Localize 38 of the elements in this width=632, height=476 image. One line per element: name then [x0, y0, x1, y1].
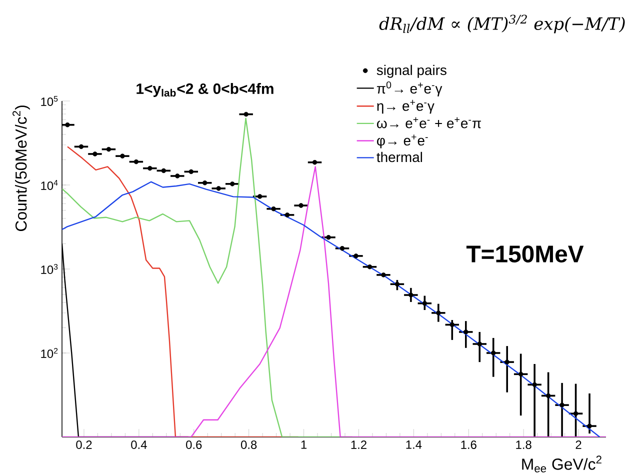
legend-label: thermal [376, 152, 422, 162]
legend-label: π$^{0}$→ e$^{+}$e$^{-}$γ [376, 81, 442, 96]
y-tick-label: 10$^{2}$ [41, 348, 58, 358]
x-axis-title: M$_{ee}$ GeV/c$^{2}$ [522, 456, 602, 472]
point [490, 350, 496, 356]
x-tick-label: 0.6 [186, 440, 202, 449]
y-tick-label: 10$^{3}$ [41, 264, 58, 274]
x-tick-label: 1.8 [516, 440, 532, 449]
point [408, 292, 414, 298]
x-tick-label: 1.6 [461, 440, 476, 449]
y-tick-label: 10$^{5}$ [41, 96, 58, 106]
point [422, 300, 428, 306]
point [587, 424, 592, 428]
annotation: T=150MeV [466, 246, 584, 262]
point [477, 342, 482, 346]
point [532, 382, 537, 388]
x-tick-label: 0.8 [240, 440, 257, 449]
x-tick-label: 1 [301, 440, 307, 449]
point [436, 310, 441, 316]
chart-title: dR$_{ll}$/dM ∝ (MT)$^{3/2}$ exp(−M/T) [379, 14, 625, 34]
point [546, 393, 551, 398]
x-tick-label: 1.4 [406, 440, 422, 449]
point [518, 372, 524, 377]
legend-label: η→ e$^{+}$e$^{-}$γ [377, 100, 434, 114]
legend-label: signal pairs [376, 64, 446, 78]
text: ω→ e$^{+}$e$^{-}$ + e$^{+}$e$^{-}$π [376, 117, 481, 128]
y-tick-label: 10$^{4}$ [41, 180, 58, 190]
point [463, 330, 468, 334]
point [560, 402, 564, 408]
point [573, 411, 578, 416]
chart-subtitle: 1<y$_{lab}$<2 & 0<b<4fm [136, 83, 274, 97]
point [504, 360, 510, 364]
x-tick-label: 0.2 [76, 440, 92, 449]
legend-label: φ→ e$^{+}$e$^{-}$ [377, 134, 428, 148]
x-tick-label: 0.4 [131, 440, 147, 449]
x-tick-label: 1.2 [351, 440, 366, 449]
y-axis-title: Count/(50MeV/c$^{2}$) [12, 106, 30, 231]
x-tick-label: 2 [576, 440, 582, 449]
